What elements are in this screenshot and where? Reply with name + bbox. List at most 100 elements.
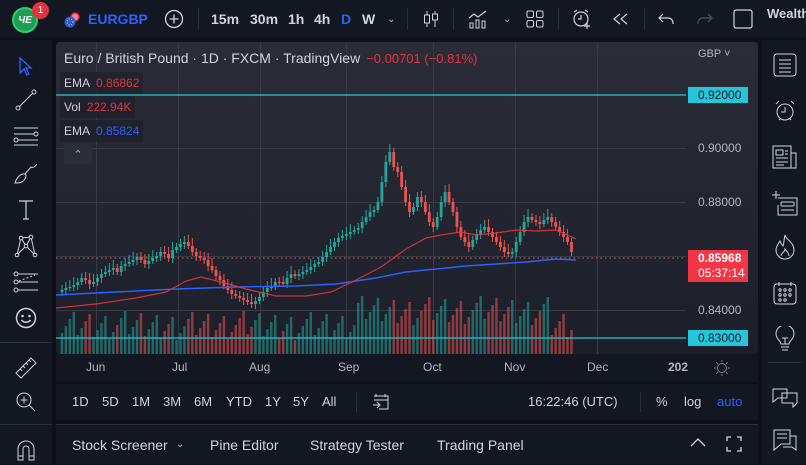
text-tool-button[interactable] — [12, 196, 40, 224]
indicator-volume[interactable]: Vol 222.94K — [60, 96, 136, 118]
auto-scale-toggle[interactable]: auto — [717, 394, 743, 409]
text-t-icon — [19, 200, 33, 220]
range-6m[interactable]: 6M — [194, 394, 213, 409]
trend-line-tool-button[interactable] — [12, 86, 40, 114]
magnet-mode-button[interactable] — [12, 436, 40, 464]
zoom-in-tool-button[interactable] — [12, 388, 40, 416]
undo-button[interactable] — [657, 0, 675, 38]
price-label: 0.84000 — [698, 303, 742, 317]
forecast-tool-button[interactable] — [12, 268, 40, 296]
range-all[interactable]: All — [322, 394, 337, 409]
timezone-clock-button[interactable]: 16:22:46 (UTC) — [528, 394, 618, 409]
divider — [356, 392, 357, 412]
maximize-panel-button[interactable] — [726, 436, 742, 452]
messages-button[interactable] — [770, 426, 800, 456]
cursor-arrow-icon — [19, 56, 33, 76]
range-5y[interactable]: 5Y — [293, 394, 309, 409]
tab-trading-panel[interactable]: Trading Panel — [437, 437, 524, 453]
icons-tool-button[interactable] — [12, 304, 40, 332]
range-5d[interactable]: 5D — [102, 394, 119, 409]
chart-settings-button[interactable] — [714, 360, 730, 376]
indicator-value: 0.85824 — [96, 124, 140, 138]
indicator-ema-fast[interactable]: EMA 0.86862 — [60, 72, 144, 94]
right-sidebar — [762, 40, 806, 464]
interval-d[interactable]: D — [341, 11, 352, 27]
chart-title[interactable]: Euro / British Pound · 1D · FXCM · Tradi… — [64, 50, 361, 66]
range-1y[interactable]: 1Y — [265, 394, 281, 409]
symbol-search-button[interactable]: EURGBP — [88, 11, 148, 27]
chart-type-button[interactable] — [422, 0, 440, 38]
sun-gear-icon — [714, 360, 730, 376]
indicator-name: EMA — [64, 124, 91, 138]
expand-panel-button[interactable] — [690, 437, 706, 447]
time-label: Sep — [338, 360, 360, 374]
tab-strategy-tester[interactable]: Strategy Tester — [310, 437, 404, 453]
tab-stock-screener[interactable]: Stock Screener — [72, 437, 168, 453]
range-1m[interactable]: 1M — [132, 394, 151, 409]
watchlist-icon — [773, 53, 797, 77]
horizontal-lines-tool-button[interactable] — [12, 122, 40, 150]
ideas-button[interactable] — [770, 324, 800, 354]
range-ytd[interactable]: YTD — [226, 394, 252, 409]
brush-icon — [14, 163, 38, 184]
interval-15m[interactable]: 15m — [211, 11, 240, 27]
message-box-icon — [773, 429, 797, 452]
horizontal-lines-icon — [13, 127, 39, 146]
hotlists-button[interactable] — [770, 232, 800, 262]
price-chart-canvas[interactable] — [56, 42, 686, 354]
plus-circle-icon — [164, 9, 184, 29]
indicators-button[interactable] — [467, 0, 489, 38]
go-to-date-button[interactable] — [372, 393, 390, 411]
trend-line-icon — [15, 89, 37, 111]
fullscreen-toggle-button[interactable] — [733, 0, 753, 38]
chats-button[interactable] — [770, 382, 800, 412]
undo-icon — [658, 13, 674, 24]
redo-button[interactable] — [696, 0, 714, 38]
watchlist-button[interactable] — [770, 50, 800, 80]
range-1d[interactable]: 1D — [72, 394, 89, 409]
interval-4h[interactable]: 4h — [314, 11, 331, 27]
replay-button[interactable] — [612, 0, 630, 38]
top-toolbar: ЧE 1 EURGBP 15m 30m 1h 4h D W ⌄ ⌄ Wealth — [0, 0, 806, 38]
measure-tool-button[interactable] — [12, 354, 40, 382]
divider — [768, 362, 802, 363]
last-price-tag: 0.85968 05:37:14 — [688, 250, 748, 282]
layout-name[interactable]: Wealth — [767, 5, 806, 21]
interval-30m[interactable]: 30m — [250, 11, 279, 27]
divider — [558, 8, 559, 30]
cursor-tool-button[interactable] — [12, 52, 40, 80]
percent-scale-toggle[interactable]: % — [656, 394, 668, 409]
stock-screener-chevron-down-icon[interactable]: ⌄ — [176, 439, 185, 450]
bottom-panel-tabs: Stock Screener ⌄ Pine Editor Strategy Te… — [56, 424, 758, 464]
data-window-button[interactable] — [770, 188, 800, 218]
chat-bubbles-icon — [772, 388, 798, 409]
horizontal-line-price-tag: 0.83000 — [688, 330, 748, 346]
brush-tool-button[interactable] — [12, 160, 40, 188]
news-button[interactable] — [770, 142, 800, 172]
pattern-tool-button[interactable] — [12, 232, 40, 260]
create-alert-button[interactable] — [571, 0, 593, 38]
price-scale[interactable]: GBP ˅ 0.92000 0.90000 0.88000 0.85968 05… — [686, 42, 758, 354]
intervals-dropdown-chevron-icon[interactable]: ⌄ — [387, 13, 396, 25]
lightbulb-icon — [775, 326, 795, 351]
log-scale-toggle[interactable]: log — [684, 394, 702, 409]
grid-icon — [526, 10, 544, 28]
currency-selector[interactable]: GBP ˅ — [698, 48, 731, 60]
indicator-ema-slow[interactable]: EMA 0.85824 — [60, 120, 144, 142]
alerts-button[interactable] — [770, 96, 800, 126]
calendar-button[interactable] — [770, 278, 800, 308]
indicator-name: Vol — [64, 100, 81, 114]
layout-grid-button[interactable] — [526, 0, 544, 38]
interval-w[interactable]: W — [362, 11, 376, 27]
ruler-icon — [15, 357, 37, 379]
range-3m[interactable]: 3M — [163, 394, 182, 409]
time-axis[interactable]: Jun Jul Aug Sep Oct Nov Dec 202 — [56, 354, 758, 382]
compare-add-symbol-button[interactable] — [164, 0, 184, 38]
indicators-dropdown-chevron-icon[interactable]: ⌄ — [503, 13, 512, 25]
candlestick-icon — [424, 11, 438, 27]
interval-1h[interactable]: 1h — [288, 11, 305, 27]
chart-pane[interactable]: Euro / British Pound · 1D · FXCM · Tradi… — [56, 42, 758, 354]
calendar-goto-icon — [373, 394, 389, 410]
tab-pine-editor[interactable]: Pine Editor — [210, 437, 279, 453]
collapse-legend-button[interactable]: ⌃ — [64, 144, 92, 164]
